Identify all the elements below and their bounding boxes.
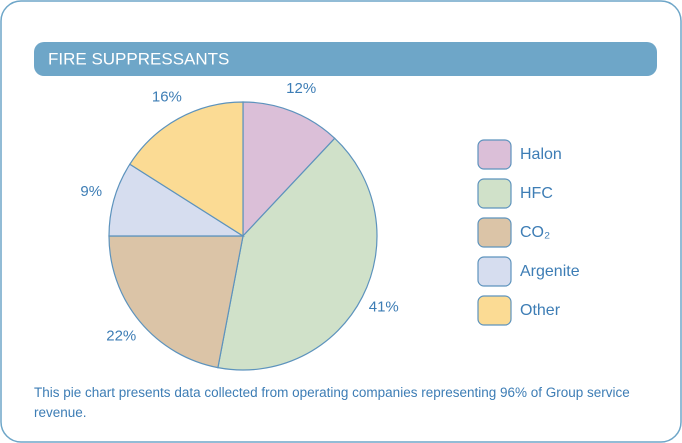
value-label: 16% <box>152 89 182 106</box>
legend-label: Other <box>520 302 561 319</box>
value-label: 12% <box>286 80 316 97</box>
footnote: This pie chart presents data collected f… <box>34 385 630 420</box>
legend-swatch <box>477 295 512 326</box>
legend-swatch <box>477 178 512 209</box>
value-label: 9% <box>80 183 102 200</box>
pie-slice <box>217 137 378 371</box>
legend-label: CO₂ <box>520 224 550 241</box>
legend-swatch <box>477 217 512 248</box>
value-label: 22% <box>106 328 136 345</box>
pie-slice <box>129 101 244 238</box>
legend-swatch <box>477 139 512 170</box>
legend-label: Halon <box>520 146 562 163</box>
legend-label: Argenite <box>520 263 580 280</box>
pie-slice <box>242 101 336 238</box>
legend-swatch <box>477 256 512 287</box>
pie-slice <box>108 235 244 369</box>
chart-title: FIRE SUPPRESSANTS <box>48 49 229 68</box>
header-bar <box>34 42 657 76</box>
value-label: 41% <box>369 299 399 316</box>
legend-label: HFC <box>520 185 553 202</box>
